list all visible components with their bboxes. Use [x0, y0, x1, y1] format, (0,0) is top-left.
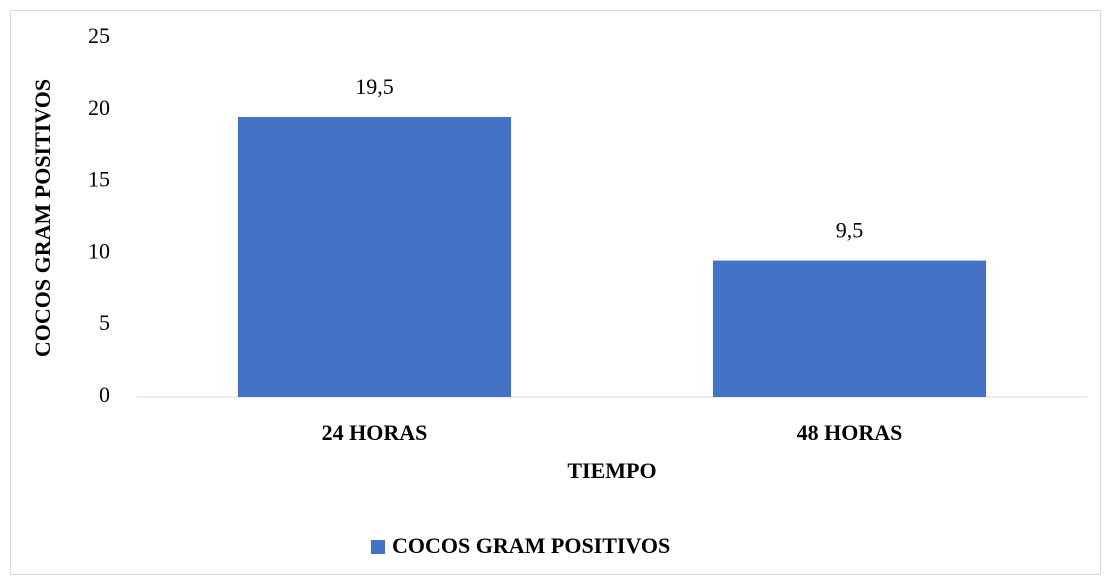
data-label: 19,5	[355, 74, 394, 99]
y-tick-label: 20	[88, 95, 110, 120]
y-tick-label: 10	[88, 238, 110, 263]
y-tick-label: 25	[88, 23, 110, 48]
legend-label: COCOS GRAM POSITIVOS	[392, 533, 670, 558]
y-axis-title: COCOS GRAM POSITIVOS	[30, 79, 55, 357]
x-axis-title: TIEMPO	[567, 458, 656, 483]
legend-swatch	[371, 540, 385, 554]
x-tick-label: 48 HORAS	[797, 420, 903, 445]
y-tick-label: 0	[99, 382, 110, 407]
y-tick-label: 15	[88, 167, 110, 192]
x-tick-label: 24 HORAS	[322, 420, 428, 445]
bar	[712, 260, 987, 397]
y-tick-label: 5	[99, 310, 110, 335]
bar	[237, 116, 512, 397]
data-label: 9,5	[836, 218, 864, 243]
